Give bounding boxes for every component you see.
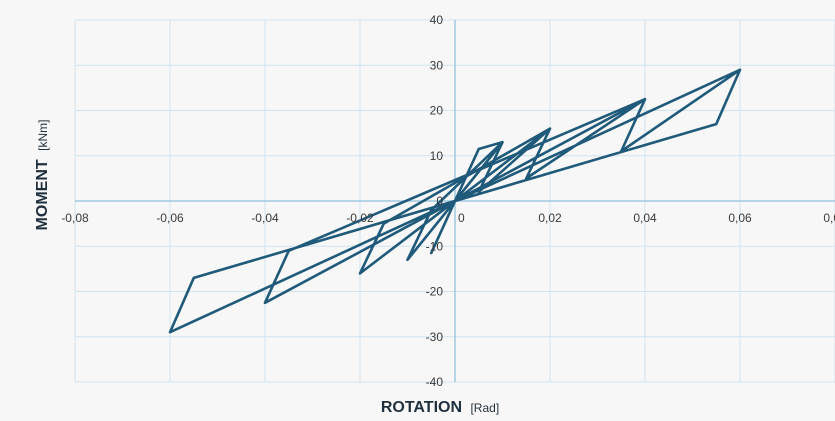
y-tick-label: 0 xyxy=(436,194,443,208)
x-tick-label: 0,08 xyxy=(823,211,835,225)
tick-labels: -0,08 -0,06 -0,04 -0,02 0 0,02 0,04 0,06 0,08 40 3… xyxy=(61,13,835,389)
x-axis-title: ROTATION [Rad] xyxy=(381,399,499,416)
y-tick-label: 40 xyxy=(430,13,444,27)
x-tick-label: -0,04 xyxy=(251,211,279,225)
y-tick-label: -40 xyxy=(426,375,444,389)
x-tick-label: 0,06 xyxy=(728,211,752,225)
x-axis-title-unit: [Rad] xyxy=(470,401,499,415)
series xyxy=(168,68,742,334)
x-tick-label: 0,02 xyxy=(538,211,562,225)
x-tick-label: -0,02 xyxy=(346,211,374,225)
y-axis-title: MOMENT [kNm] xyxy=(34,120,51,231)
y-tick-label: -20 xyxy=(426,285,444,299)
series-line xyxy=(168,68,742,334)
y-tick-label: 20 xyxy=(430,104,444,118)
y-tick-label: -10 xyxy=(426,239,444,253)
y-tick-label: -30 xyxy=(426,330,444,344)
x-tick-label: -0,08 xyxy=(61,211,89,225)
y-tick-label: 10 xyxy=(430,149,444,163)
x-tick-label: -0,06 xyxy=(156,211,184,225)
y-tick-label: 30 xyxy=(430,58,444,72)
x-tick-label: 0,04 xyxy=(633,211,657,225)
x-tick-label: 0 xyxy=(458,211,465,225)
y-axis-title-main: MOMENT xyxy=(34,159,51,230)
x-axis-title-main: ROTATION xyxy=(381,399,462,416)
y-axis-title-unit: [kNm] xyxy=(36,120,50,151)
